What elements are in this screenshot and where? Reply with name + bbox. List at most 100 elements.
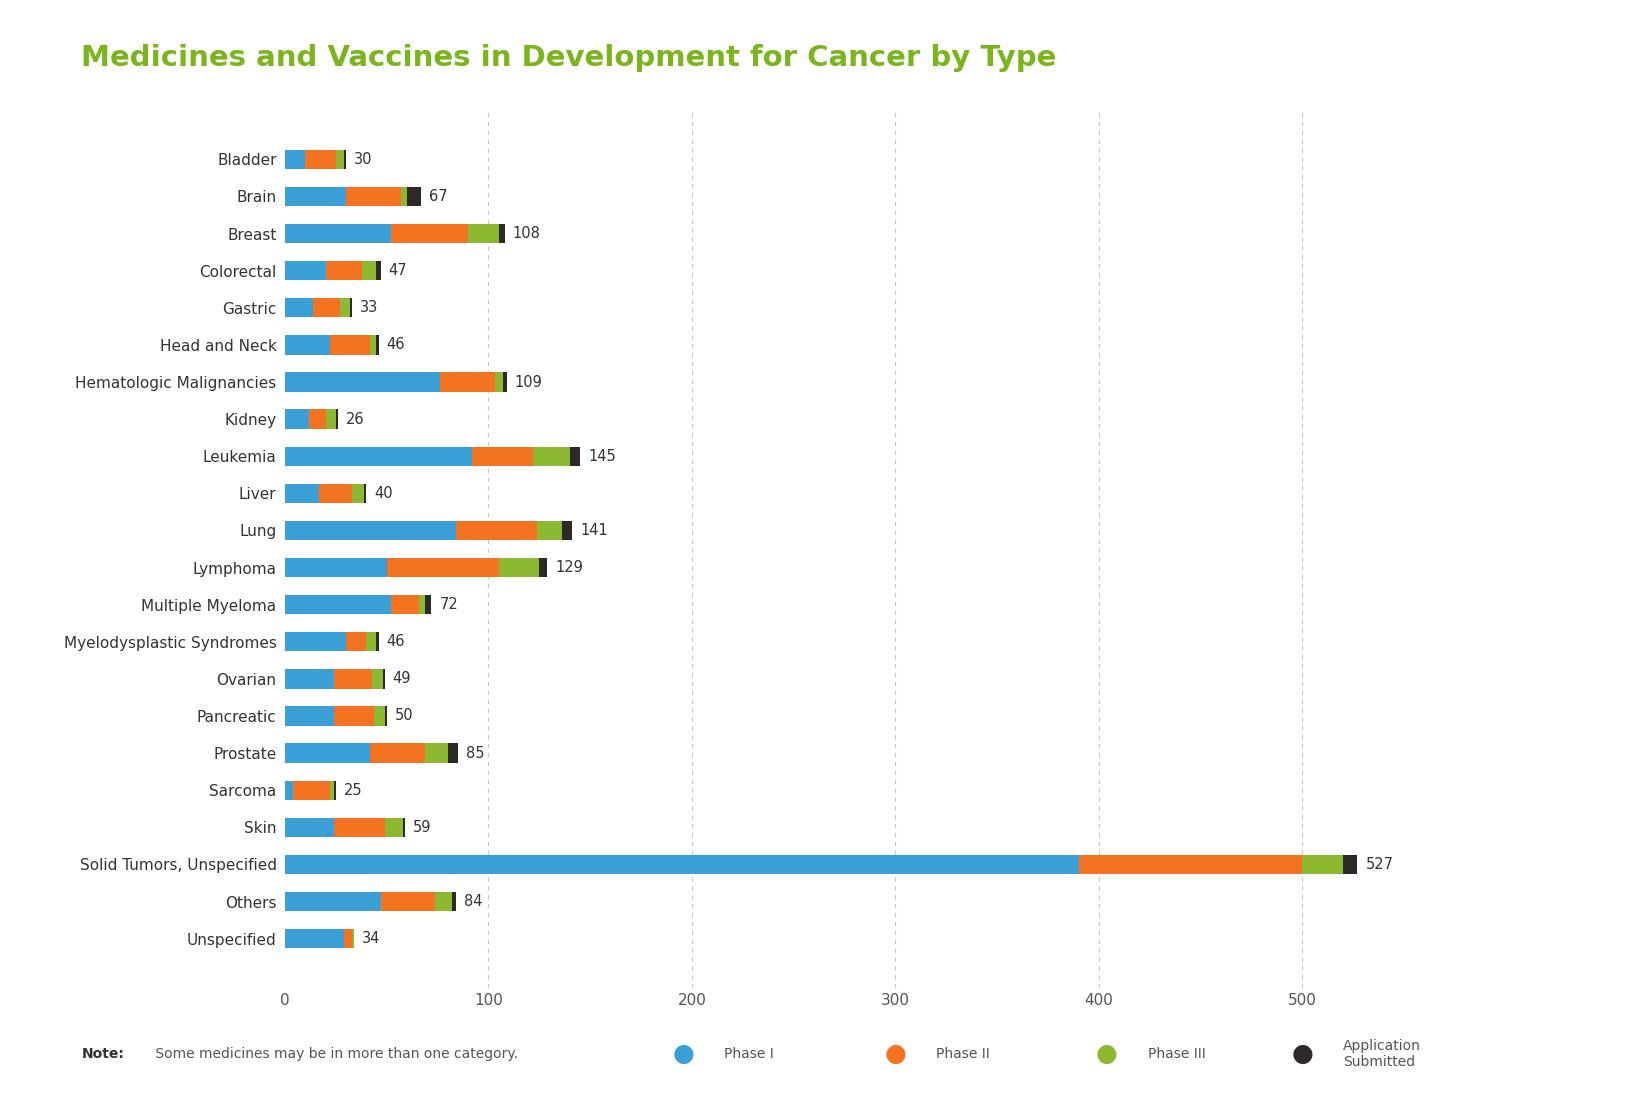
Text: ●: ●: [1291, 1042, 1314, 1066]
Bar: [374, 706, 384, 726]
Bar: [285, 743, 370, 763]
Bar: [306, 149, 335, 169]
Bar: [373, 669, 383, 688]
Bar: [285, 818, 334, 837]
Bar: [387, 558, 498, 578]
Bar: [539, 558, 547, 578]
Text: 34: 34: [361, 931, 381, 946]
Bar: [383, 669, 384, 688]
Text: 85: 85: [466, 746, 485, 761]
Text: Medicines and Vaccines in Development for Cancer by Type: Medicines and Vaccines in Development fo…: [81, 44, 1057, 72]
Bar: [329, 781, 334, 799]
Bar: [384, 706, 387, 726]
Bar: [361, 261, 376, 280]
Bar: [1302, 854, 1343, 874]
Bar: [366, 632, 376, 651]
Bar: [391, 224, 469, 244]
Bar: [335, 410, 339, 429]
Bar: [498, 558, 539, 578]
Bar: [334, 706, 374, 726]
Bar: [285, 149, 306, 169]
Bar: [326, 410, 335, 429]
Bar: [381, 892, 435, 911]
Text: 40: 40: [374, 485, 392, 501]
Bar: [309, 410, 326, 429]
Bar: [402, 818, 405, 837]
Bar: [370, 335, 376, 355]
Bar: [344, 149, 345, 169]
Bar: [285, 854, 1078, 874]
Text: 30: 30: [353, 152, 373, 167]
Bar: [352, 484, 365, 503]
Bar: [285, 632, 345, 651]
Text: 59: 59: [414, 820, 431, 834]
Text: ●: ●: [884, 1042, 907, 1066]
Text: 141: 141: [580, 523, 607, 538]
Bar: [334, 818, 384, 837]
Bar: [472, 447, 532, 466]
Bar: [319, 484, 352, 503]
Bar: [384, 818, 402, 837]
Bar: [562, 520, 571, 540]
Bar: [340, 299, 350, 317]
Text: 33: 33: [360, 301, 378, 315]
Bar: [285, 706, 334, 726]
Bar: [435, 892, 451, 911]
Text: 26: 26: [345, 412, 365, 427]
Bar: [400, 187, 407, 206]
Text: Phase III: Phase III: [1148, 1047, 1205, 1061]
Text: 72: 72: [440, 597, 459, 613]
Bar: [285, 372, 440, 392]
Bar: [285, 187, 345, 206]
Bar: [532, 447, 570, 466]
Bar: [285, 447, 472, 466]
Text: 67: 67: [430, 189, 448, 204]
Bar: [1343, 854, 1358, 874]
Bar: [503, 372, 506, 392]
Text: 527: 527: [1366, 856, 1394, 872]
Bar: [285, 669, 334, 688]
Bar: [285, 484, 319, 503]
Bar: [285, 781, 293, 799]
Bar: [370, 743, 425, 763]
Bar: [285, 335, 329, 355]
Text: 109: 109: [514, 374, 542, 390]
Bar: [285, 410, 309, 429]
Bar: [448, 743, 457, 763]
Bar: [352, 929, 353, 949]
Text: ●: ●: [1096, 1042, 1118, 1066]
Bar: [285, 892, 381, 911]
Bar: [440, 372, 495, 392]
Bar: [570, 447, 580, 466]
Bar: [365, 484, 366, 503]
Bar: [285, 558, 387, 578]
Bar: [344, 929, 352, 949]
Bar: [425, 743, 448, 763]
Bar: [425, 595, 431, 614]
Bar: [376, 261, 381, 280]
Text: Phase II: Phase II: [936, 1047, 990, 1061]
Bar: [1078, 854, 1302, 874]
Text: 108: 108: [513, 226, 540, 242]
Text: Application
Submitted: Application Submitted: [1343, 1039, 1421, 1069]
Bar: [313, 299, 340, 317]
Bar: [334, 669, 373, 688]
Text: 47: 47: [389, 264, 407, 278]
Text: 84: 84: [464, 894, 482, 909]
Text: 129: 129: [555, 560, 583, 575]
Bar: [329, 335, 370, 355]
Bar: [293, 781, 329, 799]
Bar: [350, 299, 352, 317]
Text: Note:: Note:: [81, 1047, 124, 1061]
Text: 25: 25: [344, 783, 363, 797]
Bar: [326, 261, 361, 280]
Bar: [285, 520, 456, 540]
Bar: [376, 335, 378, 355]
Bar: [285, 299, 313, 317]
Bar: [537, 520, 562, 540]
Text: ●: ●: [672, 1042, 695, 1066]
Bar: [451, 892, 456, 911]
Bar: [376, 632, 378, 651]
Bar: [495, 372, 503, 392]
Bar: [418, 595, 425, 614]
